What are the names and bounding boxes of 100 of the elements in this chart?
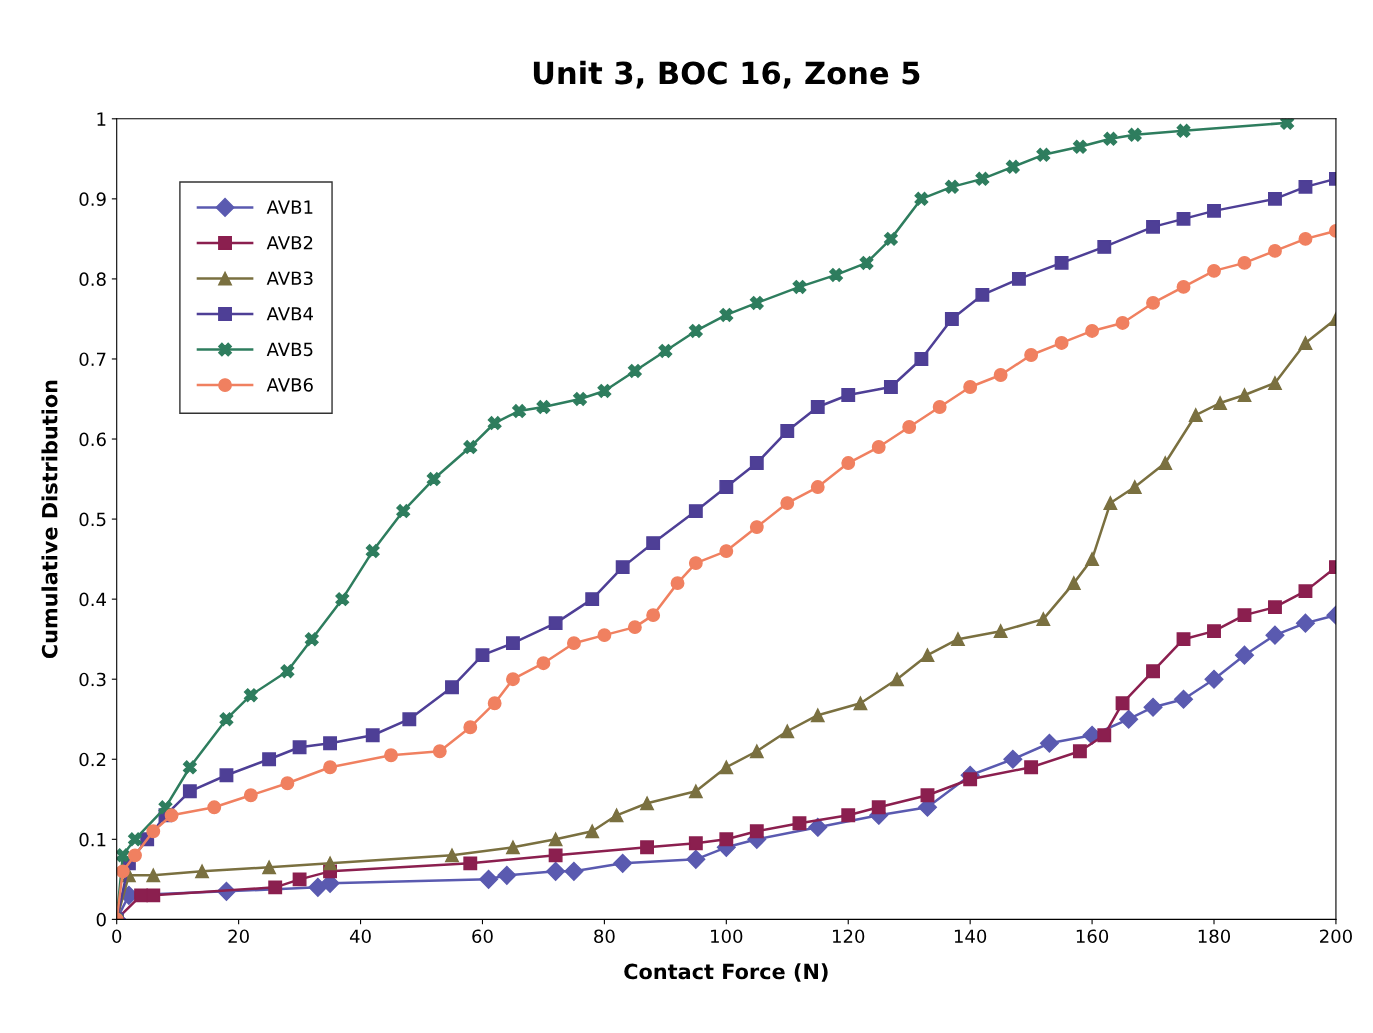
point [688, 504, 703, 519]
point [1024, 760, 1039, 775]
point [883, 380, 898, 394]
point [506, 672, 520, 687]
point [719, 544, 734, 559]
point [1072, 139, 1087, 154]
legend-label: AVB4 [266, 307, 313, 321]
y-tick-label: 0 [96, 912, 106, 927]
point [1115, 315, 1130, 330]
y-tick-label: 0.5 [79, 512, 106, 527]
point [207, 800, 222, 815]
point [1176, 632, 1191, 647]
point [262, 752, 277, 767]
point [1103, 496, 1118, 511]
point [810, 480, 825, 495]
point [902, 420, 917, 434]
point [1268, 191, 1282, 206]
point [963, 772, 978, 787]
point [1176, 279, 1191, 294]
point [195, 864, 209, 879]
point [128, 832, 142, 847]
point [810, 708, 825, 723]
y-tick-label: 0.7 [79, 352, 106, 367]
point [402, 712, 417, 727]
point [627, 364, 642, 378]
point [280, 664, 295, 679]
chart-title: Unit 3, BOC 16, Zone 5 [533, 60, 920, 89]
point [719, 307, 734, 322]
legend-label: AVB3 [266, 271, 313, 286]
point [432, 744, 447, 759]
point [920, 648, 935, 663]
point [1268, 243, 1282, 258]
point [1188, 408, 1203, 422]
point [1207, 263, 1221, 278]
point [1207, 203, 1221, 218]
point [585, 592, 600, 607]
legend-label: AVB1 [266, 200, 313, 214]
point [658, 344, 673, 358]
point [1268, 600, 1282, 615]
point [1237, 255, 1252, 270]
y-tick-label: 0.6 [79, 432, 106, 447]
point [749, 520, 764, 535]
y-tick-label: 0.3 [79, 672, 106, 687]
point [445, 680, 459, 695]
point [1103, 131, 1118, 146]
point [548, 832, 563, 847]
point [1298, 584, 1313, 599]
point [609, 808, 624, 823]
point [262, 860, 277, 875]
point [640, 840, 655, 855]
point [1298, 336, 1313, 350]
point [1298, 231, 1313, 246]
point [1003, 749, 1023, 769]
point [243, 788, 258, 803]
point [1146, 219, 1160, 234]
point [780, 496, 795, 511]
point [932, 400, 947, 414]
point [1213, 396, 1228, 410]
y-tick-label: 1 [97, 112, 106, 126]
point [396, 504, 411, 519]
point [1097, 239, 1112, 254]
point [871, 800, 886, 815]
point [1176, 211, 1191, 226]
point [268, 880, 283, 895]
point [1237, 608, 1252, 623]
point [1024, 348, 1039, 362]
point [1176, 123, 1191, 138]
y-tick-label: 0.2 [79, 752, 106, 767]
point [829, 267, 843, 282]
point [688, 556, 703, 571]
point [1054, 255, 1069, 270]
point [506, 636, 520, 651]
point [808, 817, 828, 837]
point [116, 848, 130, 863]
point [640, 796, 655, 811]
x-tick-label: 40 [349, 929, 371, 944]
y-tick-label: 0.9 [79, 192, 106, 206]
point [1268, 376, 1282, 390]
point [564, 861, 584, 881]
point [670, 576, 685, 591]
point [749, 824, 764, 839]
point [219, 712, 234, 727]
point [573, 392, 587, 406]
legend-label: AVB6 [266, 378, 313, 392]
point [335, 592, 350, 607]
point [182, 760, 197, 775]
point [627, 620, 642, 635]
point [1237, 388, 1252, 402]
point [841, 808, 856, 823]
point [993, 624, 1008, 639]
point [920, 788, 935, 803]
point [719, 760, 734, 775]
point [128, 848, 142, 863]
point [597, 628, 612, 643]
point [841, 456, 856, 470]
point [548, 848, 563, 863]
point [597, 384, 612, 398]
x-axis-title: Contact Force (N) [624, 963, 828, 982]
point [686, 849, 706, 869]
point [1265, 625, 1285, 645]
